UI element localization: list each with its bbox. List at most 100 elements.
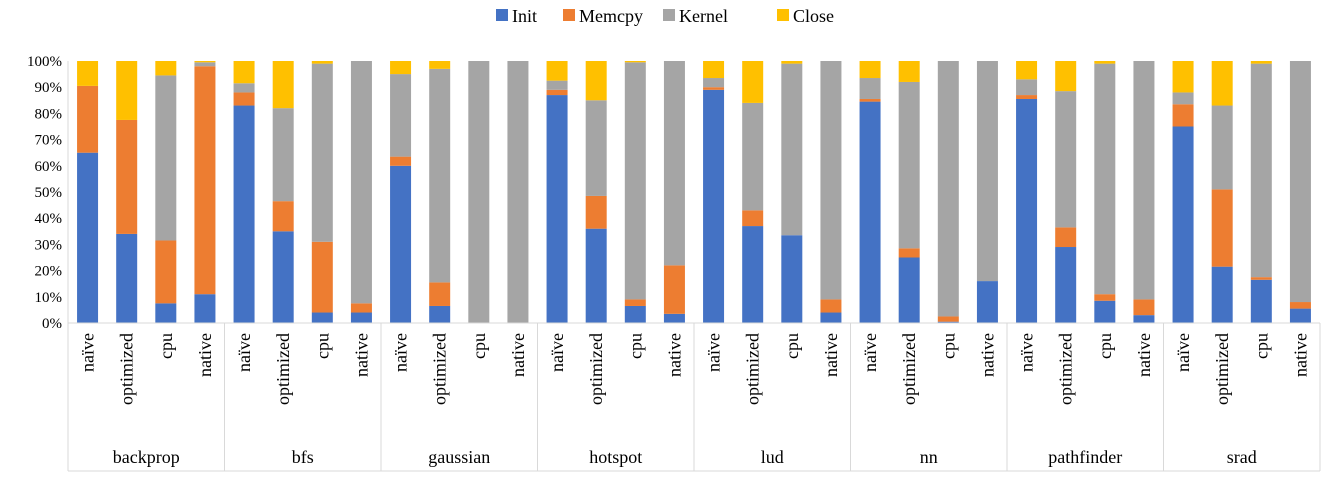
x-category-label: cpu <box>938 333 958 359</box>
x-category-label: optimized <box>1212 333 1232 405</box>
bar-bfs-optimized-memcpy <box>272 201 294 232</box>
bar-nn-naive-kernel <box>859 78 881 99</box>
y-axis: 0% 10% 20% 30% 40% 50% 60% 70% 80% 90% 100% <box>27 54 69 332</box>
bar-gaussian-naive-memcpy <box>390 156 412 166</box>
bar-nn-native-kernel <box>976 61 998 282</box>
bar-gaussian-naive-close <box>390 61 412 75</box>
x-group-label-gaussian: gaussian <box>428 447 490 467</box>
x-category-label: native <box>977 333 997 377</box>
x-group-label-srad: srad <box>1227 447 1257 467</box>
x-category-label: naïve <box>1017 333 1037 372</box>
bar-bfs-optimized-kernel <box>272 108 294 202</box>
x-group-label-pathfinder: pathfinder <box>1048 447 1122 467</box>
y-tick-label: 0% <box>42 316 62 332</box>
bar-srad-cpu-init <box>1250 279 1272 323</box>
x-category-label: native <box>1134 333 1154 377</box>
bar-pathfinder-native-kernel <box>1133 61 1155 300</box>
bar-bfs-cpu-kernel <box>311 63 333 242</box>
bar-gaussian-naive-kernel <box>390 74 412 157</box>
legend-swatch-init <box>496 9 508 21</box>
bar-gaussian-native-kernel <box>507 61 529 323</box>
bar-bfs-cpu-memcpy <box>311 241 333 313</box>
bar-srad-optimized-memcpy <box>1211 189 1233 267</box>
x-group-label-lud: lud <box>761 447 784 467</box>
bar-backprop-cpu-kernel <box>155 75 177 241</box>
bar-lud-optimized-kernel <box>742 102 764 211</box>
bar-pathfinder-optimized-close <box>1055 61 1077 92</box>
y-tick-label: 80% <box>35 106 63 122</box>
bar-gaussian-naive-init <box>390 165 412 323</box>
bar-pathfinder-naive-init <box>1016 98 1038 324</box>
bar-backprop-cpu-init <box>155 303 177 323</box>
bar-backprop-native-init <box>194 294 216 323</box>
x-category-label: cpu <box>1095 333 1115 359</box>
bar-pathfinder-cpu-close <box>1094 61 1116 64</box>
bar-backprop-cpu-memcpy <box>155 240 177 304</box>
y-tick-label: 40% <box>35 211 63 227</box>
bar-lud-naive-init <box>703 89 725 323</box>
bar-bfs-cpu-close <box>311 61 333 64</box>
bar-gaussian-optimized-close <box>429 61 451 69</box>
bar-nn-naive-close <box>859 61 881 79</box>
x-category-label: naïve <box>391 333 411 372</box>
bar-bfs-native-memcpy <box>350 303 372 313</box>
bar-backprop-optimized-close <box>116 61 138 120</box>
y-tick-label: 10% <box>35 290 63 306</box>
y-tick-label: 60% <box>35 159 63 175</box>
bar-hotspot-optimized-memcpy <box>585 195 607 229</box>
bar-hotspot-optimized-kernel <box>585 100 607 196</box>
bar-gaussian-optimized-memcpy <box>429 282 451 306</box>
x-category-label: optimized <box>743 333 763 405</box>
x-category-label: native <box>664 333 684 377</box>
bar-hotspot-cpu-kernel <box>624 62 646 300</box>
legend-label-close: Close <box>793 6 834 26</box>
bar-bfs-cpu-init <box>311 312 333 323</box>
bar-backprop-native-close <box>194 61 216 63</box>
bar-hotspot-naive-kernel <box>546 80 568 90</box>
bar-nn-optimized-memcpy <box>898 248 920 258</box>
bar-bfs-naive-kernel <box>233 83 255 93</box>
x-category-label: cpu <box>156 333 176 359</box>
bar-lud-cpu-init <box>781 235 803 323</box>
x-category-label: cpu <box>312 333 332 359</box>
bar-bfs-optimized-init <box>272 231 294 323</box>
x-category-label: naïve <box>547 333 567 372</box>
bar-lud-cpu-kernel <box>781 63 803 236</box>
x-category-label: native <box>351 333 371 377</box>
bar-bfs-optimized-close <box>272 61 294 109</box>
x-category-label: optimized <box>117 333 137 405</box>
bar-backprop-cpu-close <box>155 61 177 76</box>
bar-srad-naive-kernel <box>1172 92 1194 105</box>
x-group-label-bfs: bfs <box>292 447 314 467</box>
bar-srad-native-init <box>1289 308 1311 323</box>
bar-backprop-native-kernel <box>194 62 216 67</box>
bar-backprop-native-memcpy <box>194 66 216 295</box>
bar-pathfinder-optimized-init <box>1055 247 1077 323</box>
bar-hotspot-optimized-close <box>585 61 607 101</box>
bar-nn-naive-memcpy <box>859 98 881 102</box>
bar-pathfinder-cpu-init <box>1094 300 1116 323</box>
bar-hotspot-cpu-init <box>624 305 646 323</box>
bar-hotspot-naive-memcpy <box>546 89 568 96</box>
x-category-label: native <box>195 333 215 377</box>
x-category-label: naïve <box>78 333 98 372</box>
bar-gaussian-cpu-kernel <box>468 61 490 323</box>
bar-pathfinder-cpu-kernel <box>1094 63 1116 295</box>
bar-pathfinder-native-init <box>1133 315 1155 323</box>
bar-nn-optimized-kernel <box>898 81 920 249</box>
bar-srad-naive-memcpy <box>1172 104 1194 127</box>
bar-lud-naive-kernel <box>703 78 725 88</box>
x-category-label: cpu <box>782 333 802 359</box>
bar-srad-native-kernel <box>1289 61 1311 303</box>
bar-srad-native-memcpy <box>1289 302 1311 309</box>
bar-pathfinder-cpu-memcpy <box>1094 294 1116 301</box>
bar-bfs-native-init <box>350 312 372 323</box>
bar-srad-optimized-init <box>1211 266 1233 323</box>
bar-bfs-native-kernel <box>350 61 372 304</box>
bar-srad-cpu-kernel <box>1250 63 1272 278</box>
bar-nn-optimized-init <box>898 257 920 323</box>
bar-lud-naive-close <box>703 61 725 79</box>
bar-backprop-optimized-memcpy <box>116 119 138 234</box>
bar-srad-cpu-memcpy <box>1250 277 1272 280</box>
